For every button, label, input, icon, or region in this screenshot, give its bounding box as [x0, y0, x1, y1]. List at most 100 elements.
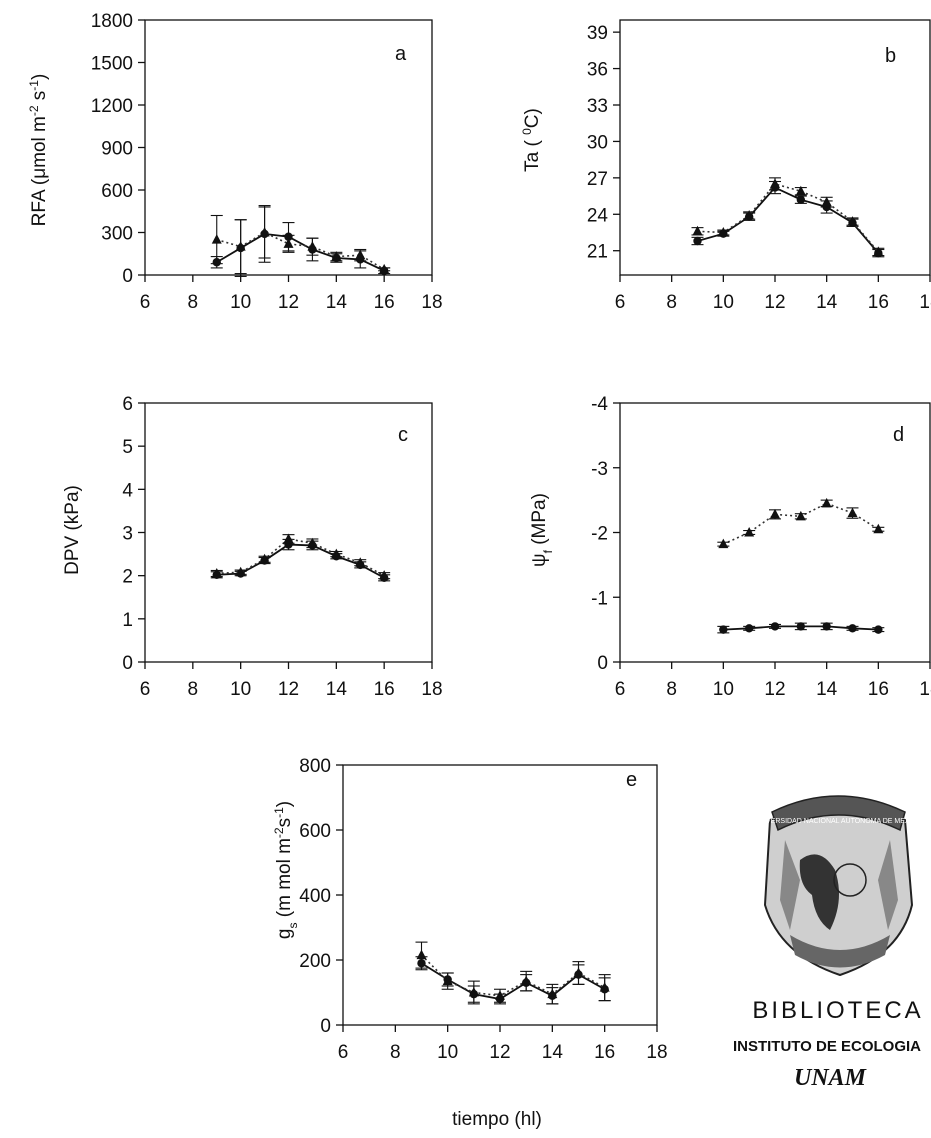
- panel-letter: e: [626, 769, 637, 791]
- x-tick-label: 18: [646, 1042, 667, 1063]
- data-point-circle: [822, 622, 831, 631]
- data-point-circle: [693, 236, 702, 246]
- data-point-triangle: [718, 227, 729, 237]
- x-tick-label: 6: [338, 1042, 349, 1063]
- data-point-triangle: [770, 508, 780, 519]
- panel-letter: a: [395, 43, 407, 65]
- y-tick-label: 0: [597, 653, 608, 674]
- panel-d: 6 8 10 12 14 16 18 0 -1 -2 -3 -4 d: [591, 394, 931, 700]
- data-point-triangle: [692, 225, 703, 236]
- data-point-triangle: [744, 527, 755, 537]
- x-tick-label: 16: [868, 292, 889, 313]
- series-line-triangle: [420, 954, 606, 997]
- x-tick-label: 12: [489, 1042, 510, 1063]
- y-tick-label: 800: [299, 756, 331, 777]
- y-tick-label: 2: [122, 567, 133, 588]
- data-point-triangle: [307, 537, 318, 548]
- plot-frame: [619, 19, 931, 276]
- y-tick-label: 0: [320, 1016, 331, 1037]
- data-point-triangle: [355, 557, 366, 567]
- ylabel-panel-a: RFA (μmol m-2 s-1): [27, 74, 50, 227]
- data-point-triangle: [211, 568, 222, 578]
- panel-letter: d: [893, 424, 904, 446]
- x-tick-label: 8: [188, 292, 199, 313]
- y-tick-label: 21: [587, 242, 608, 263]
- data-point-circle: [719, 625, 728, 634]
- data-point-triangle: [873, 246, 884, 256]
- y-tick-label: 1800: [91, 11, 133, 32]
- x-tick-label: 14: [542, 1042, 564, 1063]
- data-point-triangle: [744, 210, 755, 220]
- series-line-circle: [421, 962, 606, 1000]
- ylabel-panel-e: gs (m mol m-2s-1): [272, 801, 300, 939]
- seal-line-2: INSTITUTO DE ECOLOGIA: [733, 1038, 921, 1055]
- y-tick-label: 33: [587, 96, 608, 117]
- y-tick-label: 0: [122, 653, 133, 674]
- panel-letter: b: [885, 45, 896, 67]
- y-tick-label: 1500: [91, 54, 133, 75]
- y-tick-label: 400: [299, 886, 331, 907]
- data-point-triangle: [795, 510, 806, 521]
- x-tick-label: 14: [326, 679, 348, 700]
- y-tick-label: 200: [299, 951, 331, 972]
- data-point-triangle: [355, 249, 366, 260]
- y-tick-label: 24: [587, 205, 609, 226]
- x-tick-label: 8: [666, 292, 677, 313]
- x-tick-label: 16: [374, 679, 395, 700]
- data-point-circle: [744, 624, 754, 633]
- data-point-triangle: [442, 975, 453, 986]
- x-tick-label: 8: [390, 1042, 401, 1063]
- panel-e: 6 8 10 12 14 16 18 0 200 400 600 800 e: [299, 756, 667, 1063]
- y-tick-label: 6: [122, 394, 133, 415]
- panel-b: 6 8 10 12 14 16 18 21 24 27 30 33 36 39 b: [587, 19, 931, 313]
- data-point-triangle: [379, 263, 390, 274]
- y-tick-label: 600: [101, 181, 133, 202]
- panel-letter: c: [398, 424, 408, 446]
- data-point-triangle: [847, 507, 858, 518]
- data-point-triangle: [547, 988, 558, 999]
- y-tick-label: 900: [101, 139, 133, 160]
- data-point-triangle: [259, 227, 270, 237]
- x-tick-label: 8: [666, 679, 677, 700]
- data-point-triangle: [521, 975, 532, 986]
- data-point-circle: [796, 195, 806, 204]
- x-tick-label: 18: [919, 679, 931, 700]
- plot-frame: [144, 402, 433, 663]
- y-tick-label: 1200: [91, 96, 133, 117]
- x-tick-label: 10: [230, 292, 251, 313]
- plot-frame: [342, 764, 658, 1026]
- data-point-circle: [770, 622, 780, 631]
- y-tick-label: 4: [122, 480, 133, 501]
- data-point-triangle: [821, 497, 832, 508]
- x-tick-label: 14: [816, 292, 838, 313]
- x-tick-label: 10: [437, 1042, 458, 1063]
- x-tick-label: 10: [713, 292, 734, 313]
- data-point-triangle: [307, 241, 318, 251]
- x-tick-label: 12: [278, 292, 299, 313]
- y-tick-label: -4: [591, 394, 608, 415]
- x-tick-label: 12: [764, 679, 785, 700]
- x-tick-label: 6: [140, 292, 151, 313]
- x-tick-label: 6: [615, 679, 626, 700]
- y-tick-label: 36: [587, 60, 608, 81]
- x-tick-label: 16: [594, 1042, 615, 1063]
- y-tick-label: 39: [587, 23, 608, 44]
- y-tick-label: -3: [591, 459, 608, 480]
- x-tick-label: 14: [326, 292, 348, 313]
- seal-line-3: UNAM: [794, 1065, 868, 1091]
- x-tick-label: 12: [278, 679, 299, 700]
- x-tick-label: 14: [816, 679, 838, 700]
- xlabel-panel-e: tiempo (hl): [452, 1109, 542, 1130]
- data-point-triangle: [259, 553, 270, 564]
- y-tick-label: 300: [101, 224, 133, 245]
- data-point-triangle: [235, 241, 246, 251]
- y-tick-label: -2: [591, 524, 608, 545]
- x-tick-label: 6: [615, 292, 626, 313]
- x-tick-label: 8: [188, 679, 199, 700]
- data-point-triangle: [379, 570, 390, 580]
- data-point-triangle: [211, 234, 222, 244]
- x-tick-label: 16: [868, 679, 889, 700]
- data-point-triangle: [847, 216, 858, 226]
